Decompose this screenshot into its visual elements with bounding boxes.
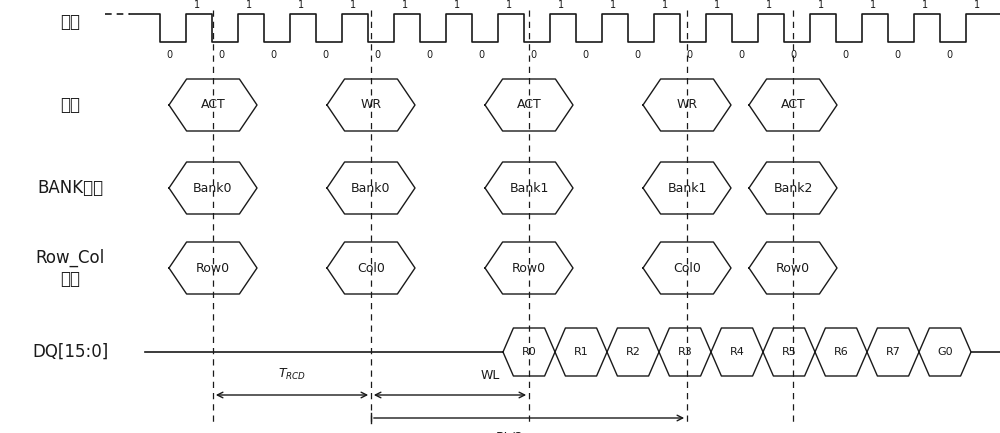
Text: WR: WR <box>676 98 698 112</box>
Text: Row0: Row0 <box>196 262 230 275</box>
Text: $T_{RCD}$: $T_{RCD}$ <box>278 367 306 382</box>
Text: ACT: ACT <box>517 98 541 112</box>
Text: WR: WR <box>360 98 382 112</box>
Text: 1: 1 <box>350 0 357 10</box>
Text: Bank0: Bank0 <box>193 181 233 194</box>
Text: 1: 1 <box>454 0 461 10</box>
Text: ACT: ACT <box>781 98 805 112</box>
Text: 0: 0 <box>374 50 380 60</box>
Text: R1: R1 <box>574 347 588 357</box>
Text: 0: 0 <box>270 50 276 60</box>
Text: 1: 1 <box>870 0 877 10</box>
Text: 1: 1 <box>974 0 981 10</box>
Text: 0: 0 <box>738 50 744 60</box>
Text: 1: 1 <box>766 0 773 10</box>
Text: DQ[15:0]: DQ[15:0] <box>32 343 108 361</box>
Text: 1: 1 <box>506 0 513 10</box>
Text: 0: 0 <box>322 50 328 60</box>
Text: 0: 0 <box>426 50 432 60</box>
Text: R7: R7 <box>886 347 900 357</box>
Text: 1: 1 <box>558 0 565 10</box>
Text: R4: R4 <box>730 347 744 357</box>
Text: 0: 0 <box>634 50 640 60</box>
Text: R3: R3 <box>678 347 692 357</box>
Text: R6: R6 <box>834 347 848 357</box>
Text: 0: 0 <box>218 50 224 60</box>
Text: 1: 1 <box>662 0 669 10</box>
Text: 0: 0 <box>166 50 172 60</box>
Text: BANK地址: BANK地址 <box>37 179 103 197</box>
Text: Bank0: Bank0 <box>351 181 391 194</box>
Text: 0: 0 <box>842 50 848 60</box>
Text: 0: 0 <box>894 50 900 60</box>
Text: 0: 0 <box>946 50 952 60</box>
Text: 1: 1 <box>194 0 201 10</box>
Text: 命令: 命令 <box>60 96 80 114</box>
Text: 1: 1 <box>818 0 825 10</box>
Text: 0: 0 <box>530 50 536 60</box>
Text: 1: 1 <box>402 0 409 10</box>
Text: Bank1: Bank1 <box>509 181 549 194</box>
Text: Row0: Row0 <box>776 262 810 275</box>
Text: Col0: Col0 <box>357 262 385 275</box>
Text: Bank2: Bank2 <box>773 181 813 194</box>
Text: Bank1: Bank1 <box>667 181 707 194</box>
Text: Col0: Col0 <box>673 262 701 275</box>
Text: 1: 1 <box>246 0 253 10</box>
Text: 时钟: 时钟 <box>60 13 80 31</box>
Text: BL/2: BL/2 <box>496 430 524 433</box>
Text: G0: G0 <box>937 347 953 357</box>
Text: 0: 0 <box>686 50 692 60</box>
Text: 0: 0 <box>790 50 796 60</box>
Text: 0: 0 <box>478 50 484 60</box>
Text: R2: R2 <box>626 347 640 357</box>
Text: Row_Col
地址: Row_Col 地址 <box>35 249 105 288</box>
Text: R5: R5 <box>782 347 796 357</box>
Text: 1: 1 <box>922 0 929 10</box>
Text: ACT: ACT <box>201 98 225 112</box>
Text: 0: 0 <box>582 50 588 60</box>
Text: 1: 1 <box>610 0 617 10</box>
Text: 1: 1 <box>298 0 305 10</box>
Text: WL: WL <box>480 369 500 382</box>
Text: Row0: Row0 <box>512 262 546 275</box>
Text: R0: R0 <box>522 347 536 357</box>
Text: 1: 1 <box>714 0 721 10</box>
